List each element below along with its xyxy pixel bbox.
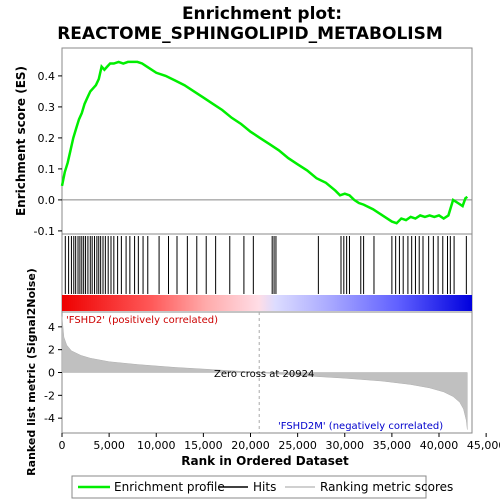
metric-y-tick-label: -4 [44, 412, 55, 425]
hits-markers [64, 236, 467, 294]
zero-cross-label: Zero cross at 20924 [214, 369, 314, 380]
metric-y-axis-label: Ranked list metric (Signal2Noise) [25, 268, 38, 476]
es-y-tick-label: 0.1 [38, 163, 56, 176]
x-tick-label: 0 [59, 439, 66, 452]
chart-title-line1: Enrichment plot: [182, 4, 342, 24]
rank-color-bar [62, 295, 472, 311]
x-tick-label: 25,000 [278, 439, 317, 452]
x-tick-label: 10,000 [137, 439, 176, 452]
metric-y-tick-label: 2 [48, 344, 55, 357]
x-tick-label: 40,000 [420, 439, 459, 452]
es-panel-frame [61, 47, 473, 235]
es-y-tick-label: 0.3 [38, 101, 56, 114]
legend-box [71, 475, 427, 499]
es-y-tick-label: 0.2 [38, 132, 56, 145]
enrichment-profile-line [60, 60, 469, 225]
metric-y-tick-label: 4 [48, 321, 55, 334]
es-y-tick-label: -0.1 [34, 225, 55, 238]
metric-y-tick-label: 0 [48, 367, 55, 380]
legend-enrichment-label: Enrichment profile [114, 480, 225, 494]
x-tick-label: 20,000 [231, 439, 270, 452]
es-y-tick-label: 0.4 [38, 70, 56, 83]
metric-y-tick-label: -2 [44, 389, 55, 402]
x-axis: 0 5,000 10,000 15,000 20,000 25,000 30,000 35,0… [59, 433, 500, 452]
es-y-tick-label: 0.0 [38, 194, 56, 207]
ranking-metric-area [61, 316, 468, 430]
legend: Enrichment profile Hits Ranking metric s… [71, 475, 453, 499]
legend-metric-label: Ranking metric scores [320, 480, 453, 494]
positive-correlation-label: 'FSHD2' (positively correlated) [66, 315, 218, 326]
chart-title-line2: REACTOME_SPHINGOLIPID_METABOLISM [57, 24, 443, 44]
es-y-axis: -0.1 0.0 0.1 0.2 0.3 0.4 [34, 70, 62, 238]
x-tick-label: 35,000 [373, 439, 412, 452]
legend-hits-label: Hits [253, 480, 276, 494]
x-axis-label: Rank in Ordered Dataset [181, 454, 349, 468]
x-tick-label: 5,000 [93, 439, 125, 452]
x-tick-label: 45,000 [467, 439, 500, 452]
es-y-axis-label: Enrichment score (ES) [14, 66, 28, 216]
x-tick-label: 30,000 [326, 439, 365, 452]
negative-correlation-label: 'FSHD2M' (negatively correlated) [278, 421, 443, 432]
metric-y-axis: -4 -2 0 2 4 [44, 321, 62, 425]
x-tick-label: 15,000 [184, 439, 223, 452]
